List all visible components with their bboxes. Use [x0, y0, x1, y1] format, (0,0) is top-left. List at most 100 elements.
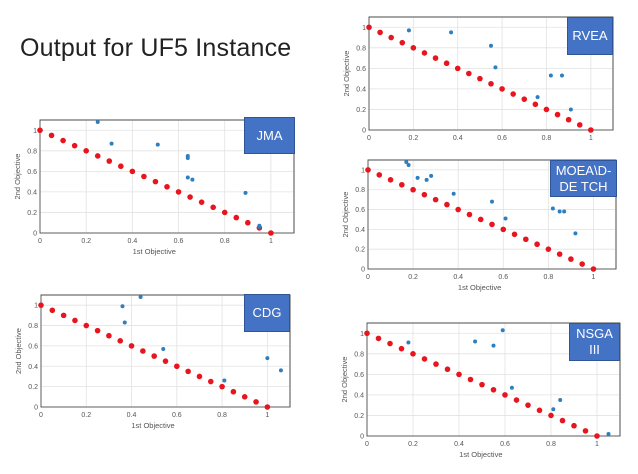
solution-point	[404, 159, 409, 164]
solution-point	[95, 120, 100, 125]
x-tick-label: 0.2	[81, 412, 91, 419]
solution-point	[568, 107, 573, 112]
x-tick-label: 0	[366, 274, 370, 281]
plot-border	[368, 16, 614, 131]
reference-front-point	[94, 153, 101, 159]
solution-point	[406, 28, 411, 33]
x-tick-label: 0.2	[408, 135, 418, 142]
reference-front-point	[387, 177, 394, 183]
reference-front-point	[467, 376, 474, 383]
reference-front-point	[582, 428, 589, 434]
reference-front-point	[129, 168, 136, 175]
y-tick-label: 1	[361, 167, 365, 174]
reference-front-point	[187, 194, 193, 200]
plot-border	[366, 322, 621, 437]
reference-front-point	[377, 29, 383, 36]
reference-front-point	[556, 251, 563, 257]
reference-front-point	[444, 201, 450, 208]
reference-front-point	[399, 39, 406, 46]
y-tick-label: 0.6	[355, 207, 365, 214]
solution-point	[185, 156, 190, 161]
reference-front-point	[536, 407, 543, 414]
y-tick-label: 0.2	[27, 210, 37, 217]
x-tick-label: 0.2	[408, 274, 418, 281]
solution-point	[122, 320, 127, 325]
reference-front-point	[568, 256, 574, 262]
reference-front-point	[162, 358, 169, 364]
reference-front-point	[432, 196, 439, 203]
reference-front-point	[185, 368, 191, 375]
x-axis-label: 1st Objective	[459, 450, 502, 459]
reference-front-point	[410, 45, 417, 51]
reference-front-point	[444, 366, 451, 373]
y-tick-label: 0.6	[28, 343, 38, 350]
reference-front-point	[432, 55, 439, 61]
reference-front-point	[221, 209, 228, 216]
algorithm-label-badge: NSGA III	[569, 323, 620, 361]
x-tick-label: 1	[589, 135, 593, 142]
reference-front-point	[118, 163, 124, 170]
slide-title: Output for UF5 Instance	[20, 34, 292, 62]
y-tick-label: 0.2	[354, 413, 364, 420]
x-tick-label: 0.4	[453, 135, 463, 142]
x-tick-label: 0	[39, 412, 43, 419]
y-tick-label: 0.8	[27, 148, 37, 155]
algorithm-label-badge: RVEA	[567, 17, 613, 55]
y-tick-label: 0.6	[27, 169, 37, 176]
x-tick-label: 0.4	[454, 441, 464, 448]
y-tick-label: 0.8	[355, 187, 365, 194]
y-axis-label: 2nd Objective	[14, 328, 23, 374]
reference-front-point	[60, 312, 67, 319]
y-tick-label: 0.8	[356, 45, 366, 52]
solution-point	[185, 175, 190, 180]
solution-point	[161, 346, 166, 351]
reference-front-point	[106, 158, 113, 164]
reference-front-point	[499, 86, 505, 92]
reference-front-point	[576, 122, 583, 128]
reference-front-point	[207, 378, 214, 385]
solution-point	[138, 295, 143, 300]
solution-point	[429, 173, 434, 178]
solution-point	[535, 95, 540, 100]
reference-front-point	[245, 219, 251, 226]
reference-front-point	[545, 246, 552, 252]
x-tick-label: 0.8	[217, 412, 227, 419]
reference-front-point	[117, 338, 124, 344]
x-tick-label: 0.8	[543, 274, 553, 281]
reference-front-point	[49, 307, 56, 314]
solution-point	[500, 328, 505, 333]
y-tick-label: 0.8	[354, 351, 364, 358]
x-tick-label: 0.2	[81, 238, 91, 245]
solution-point	[558, 398, 563, 403]
reference-front-point	[164, 183, 170, 190]
reference-front-point	[366, 24, 372, 31]
reference-front-point	[230, 388, 237, 395]
reference-front-point	[128, 343, 135, 349]
y-tick-label: 0	[33, 231, 37, 238]
reference-front-point	[548, 412, 554, 419]
reference-front-point	[455, 206, 461, 213]
y-tick-label: 0.2	[356, 107, 366, 114]
reference-front-point	[196, 373, 203, 380]
solution-point	[278, 368, 283, 373]
reference-front-point	[268, 230, 274, 236]
reference-front-point	[83, 148, 89, 154]
y-tick-label: 0.4	[28, 364, 38, 371]
reference-front-point	[365, 167, 371, 173]
reference-front-point	[565, 116, 572, 123]
x-tick-label: 0.4	[453, 274, 463, 281]
y-tick-label: 1	[360, 331, 364, 338]
reference-front-point	[151, 353, 157, 359]
solution-point	[257, 224, 262, 229]
solution-point	[406, 162, 411, 167]
reference-front-point	[219, 383, 225, 390]
reference-front-point	[83, 322, 90, 329]
y-axis-label: 2nd Objective	[341, 192, 350, 238]
x-tick-label: 0.6	[497, 135, 507, 142]
reference-front-point	[410, 186, 416, 193]
reference-front-point	[421, 356, 428, 362]
reference-front-point	[588, 127, 594, 133]
solution-point	[406, 340, 411, 345]
y-tick-label: 1	[362, 25, 366, 32]
reference-front-point	[443, 60, 450, 67]
